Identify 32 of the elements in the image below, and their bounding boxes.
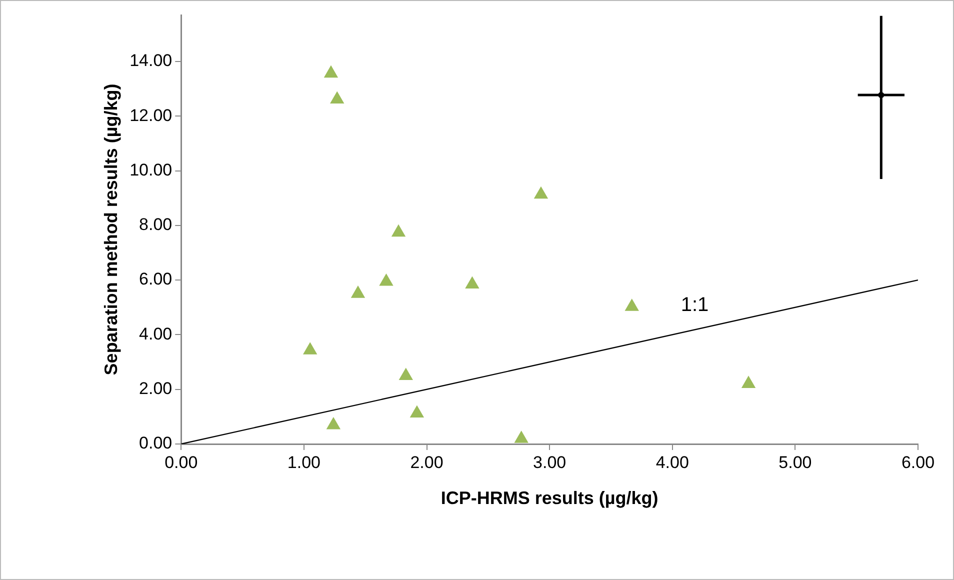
point bbox=[534, 186, 548, 199]
point bbox=[303, 342, 317, 354]
x-tick-label: 1.00 bbox=[287, 452, 320, 472]
point bbox=[380, 274, 393, 286]
y-tick-label: 4.00 bbox=[139, 324, 172, 344]
y-tick-label: 8.00 bbox=[139, 215, 172, 234]
point bbox=[330, 92, 344, 104]
point bbox=[742, 376, 756, 388]
x-tick-label: 0.00 bbox=[164, 452, 198, 472]
x-tick-label: 6.00 bbox=[901, 452, 935, 472]
x-tick-label: 3.00 bbox=[533, 452, 566, 472]
y-tick-label: 2.00 bbox=[139, 379, 172, 398]
y-tick-label: 6.00 bbox=[139, 270, 172, 289]
x-tick-label: 5.00 bbox=[778, 452, 812, 472]
x-tick-label: 2.00 bbox=[410, 452, 444, 472]
y-tick-label: 12.00 bbox=[130, 106, 172, 125]
y-axis-title: Separation method results (µg/kg) bbox=[100, 84, 121, 376]
point bbox=[410, 406, 424, 418]
y-tick-label: 10.00 bbox=[130, 160, 172, 180]
x-axis-title: ICP-HRMS results (µg/kg) bbox=[440, 488, 658, 508]
point bbox=[324, 66, 338, 78]
y-tick-label: 0.00 bbox=[139, 434, 172, 453]
point bbox=[514, 431, 528, 443]
y-tick-label: 14.00 bbox=[130, 51, 172, 70]
x-tick-label: 4.00 bbox=[656, 452, 689, 472]
point bbox=[399, 368, 413, 380]
point bbox=[466, 276, 479, 289]
point bbox=[351, 286, 365, 298]
point bbox=[625, 299, 639, 311]
point bbox=[392, 224, 406, 237]
point bbox=[326, 418, 340, 430]
annotation: 1:1 bbox=[680, 294, 709, 316]
